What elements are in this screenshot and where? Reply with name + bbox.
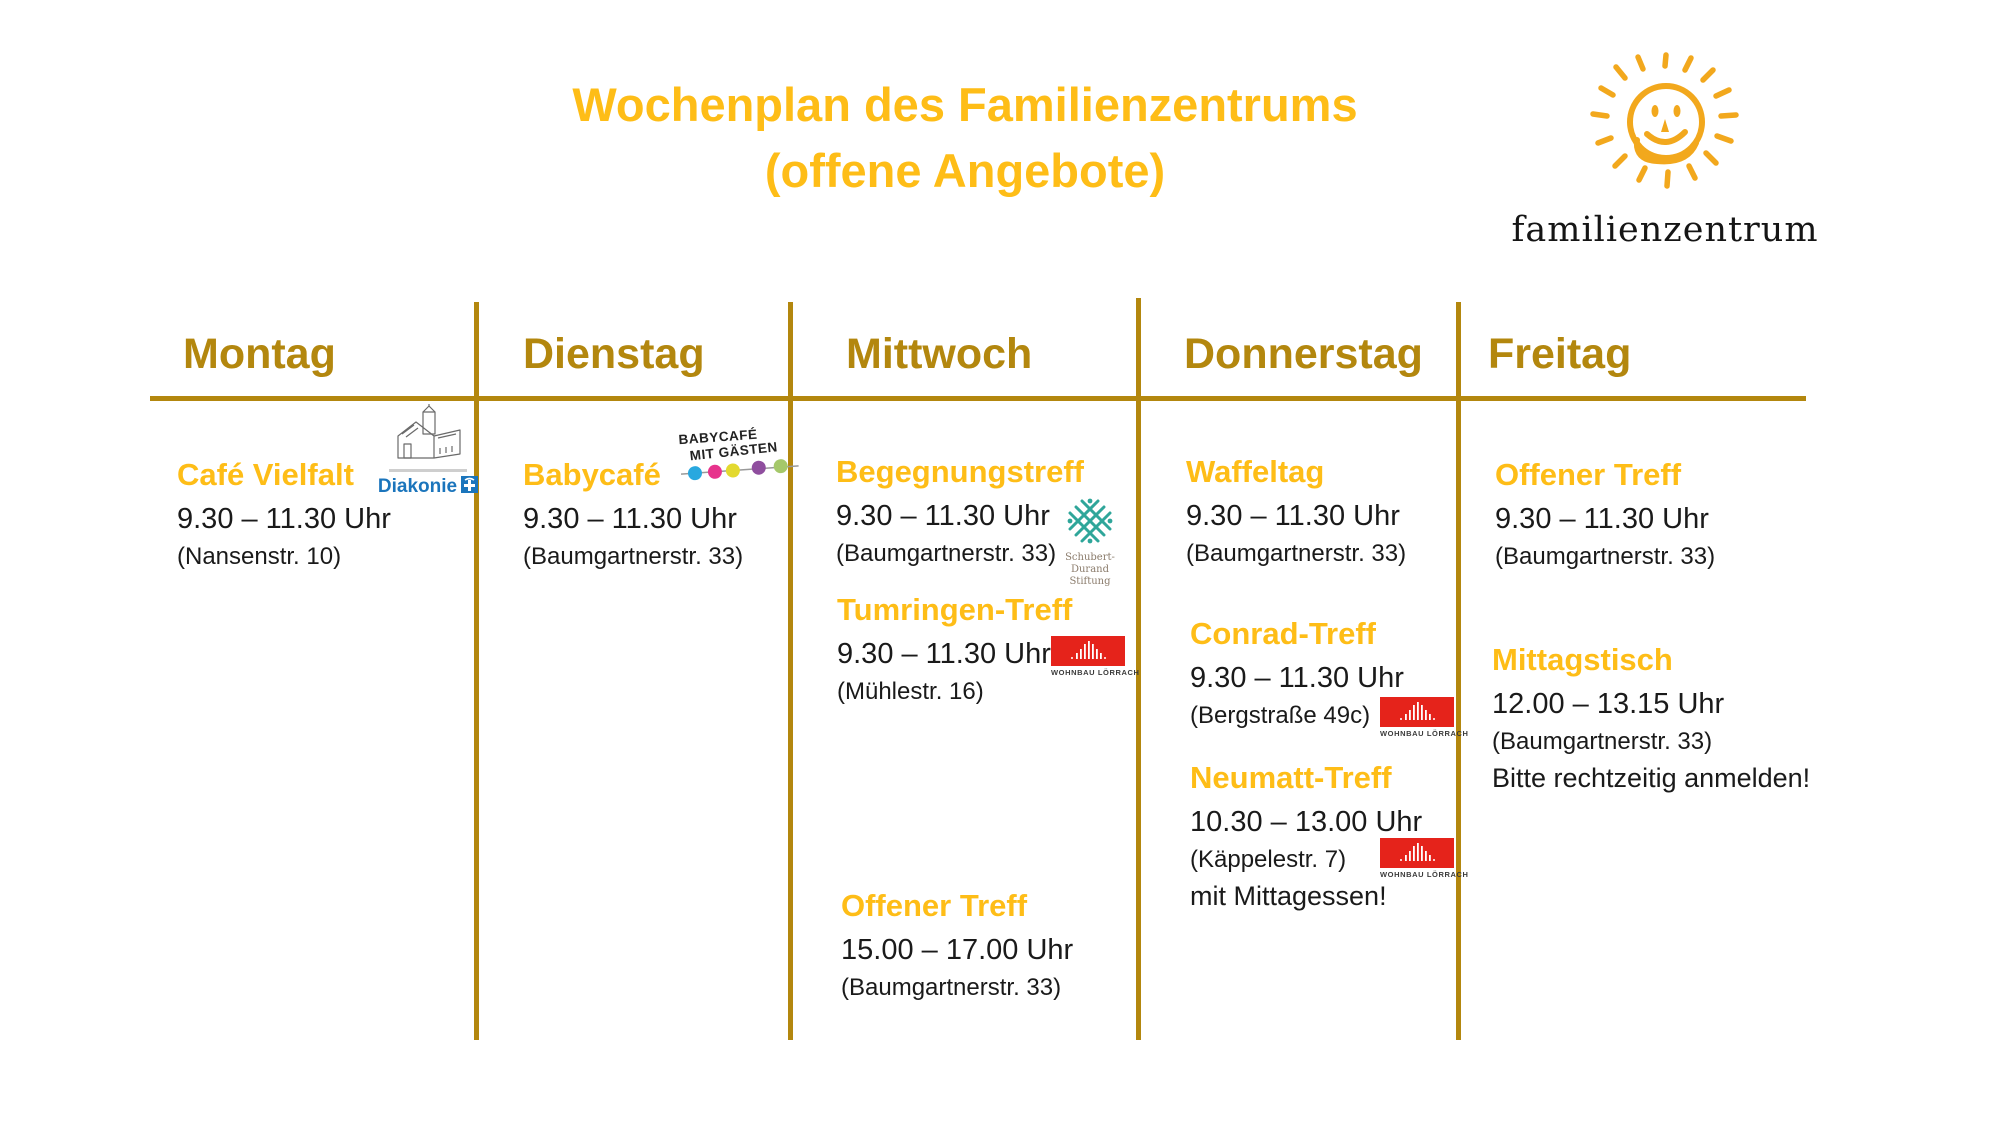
event-name: Conrad-Treff xyxy=(1190,616,1376,651)
event-location: (Käppelestr. 7) xyxy=(1190,845,1347,873)
wohnbau-skyline-icon xyxy=(1380,697,1454,727)
sun-smiley-icon xyxy=(1573,52,1758,207)
brand-wordmark: familienzentrum xyxy=(1511,210,1819,250)
babycafe-logo: BABYCAFÉ MIT GÄSTEN xyxy=(678,424,802,491)
wohnbau-skyline-icon xyxy=(1051,636,1125,666)
event-time: 15.00 – 17.00 Uhr xyxy=(841,933,1074,966)
schubert-logo-line2: Stiftung xyxy=(1069,576,1111,587)
wohnbau-wordmark: WOHNBAU LÖRRACH xyxy=(1051,668,1140,677)
event-babycafe: Babycafé 9.30 – 11.30 Uhr (Baumgartnerst… xyxy=(523,457,744,572)
event-location: (Baumgartnerstr. 33) xyxy=(523,542,744,570)
event-name: Neumatt-Treff xyxy=(1190,760,1392,795)
event-offener-treff-mittwoch: Offener Treff 15.00 – 17.00 Uhr (Baumgar… xyxy=(841,888,1074,1003)
event-time: 9.30 – 11.30 Uhr xyxy=(836,499,1050,532)
event-tumringen-treff: Tumringen-Treff 9.30 – 11.30 Uhr (Mühles… xyxy=(837,592,1073,707)
event-name: Mittagstisch xyxy=(1492,642,1673,677)
schubert-durand-logo: Schubert-Durand Stiftung xyxy=(1048,498,1132,588)
event-name: Offener Treff xyxy=(841,888,1028,923)
wohnbau-wordmark: WOHNBAU LÖRRACH xyxy=(1380,729,1469,738)
event-time: 12.00 – 13.15 Uhr xyxy=(1492,687,1725,720)
event-name: Café Vielfalt xyxy=(177,457,354,492)
event-time: 9.30 – 11.30 Uhr xyxy=(523,502,737,535)
column-divider-3 xyxy=(1136,298,1141,1040)
event-name: Waffeltag xyxy=(1186,454,1325,489)
event-neumatt-treff: Neumatt-Treff 10.30 – 13.00 Uhr (Käppele… xyxy=(1190,760,1423,914)
event-note: Bitte rechtzeitig anmelden! xyxy=(1492,762,1811,793)
page-title-line2: (offene Angebote) xyxy=(764,144,1166,197)
diakonie-caption-illegible xyxy=(389,469,467,472)
event-location: (Baumgartnerstr. 33) xyxy=(1495,542,1716,570)
wohnbau-skyline-icon xyxy=(1380,838,1454,868)
day-header-dienstag: Dienstag xyxy=(523,330,705,378)
column-divider-2 xyxy=(788,302,793,1040)
event-time: 10.30 – 13.00 Uhr xyxy=(1190,805,1423,838)
column-divider-4 xyxy=(1456,302,1461,1040)
page-title: Wochenplan des Familienzentrums (offene … xyxy=(420,72,1510,204)
diakonie-kronenkreuz-icon xyxy=(461,476,479,498)
diakonie-wordmark: Diakonie xyxy=(377,476,458,497)
column-divider-1 xyxy=(474,302,479,1040)
event-location: (Baumgartnerstr. 33) xyxy=(841,973,1062,1001)
event-location: (Mühlestr. 16) xyxy=(837,677,984,705)
event-name: Babycafé xyxy=(523,457,661,492)
event-name: Begegnungstreff xyxy=(836,454,1084,489)
schubert-knot-icon xyxy=(1067,498,1113,548)
event-time: 9.30 – 11.30 Uhr xyxy=(1190,661,1404,694)
day-header-donnerstag: Donnerstag xyxy=(1184,330,1423,378)
wohnbau-wordmark: WOHNBAU LÖRRACH xyxy=(1380,870,1469,879)
familienzentrum-logo: familienzentrum xyxy=(1505,48,1825,250)
event-location: (Baumgartnerstr. 33) xyxy=(1186,539,1407,567)
event-begegnungstreff: Begegnungstreff 9.30 – 11.30 Uhr (Baumga… xyxy=(836,454,1084,569)
event-location: (Bergstraße 49c) xyxy=(1190,701,1371,729)
event-offener-treff-freitag: Offener Treff 9.30 – 11.30 Uhr (Baumgart… xyxy=(1495,457,1716,572)
event-time: 9.30 – 11.30 Uhr xyxy=(1186,499,1400,532)
day-header-mittwoch: Mittwoch xyxy=(846,330,1033,378)
page-title-line1: Wochenplan des Familienzentrums xyxy=(572,78,1358,131)
event-cafe-vielfalt: Café Vielfalt 9.30 – 11.30 Uhr (Nansenst… xyxy=(177,457,391,572)
event-location: (Nansenstr. 10) xyxy=(177,542,342,570)
wohnbau-loerrach-logo: WOHNBAU LÖRRACH xyxy=(1051,636,1140,677)
event-conrad-treff: Conrad-Treff 9.30 – 11.30 Uhr (Bergstraß… xyxy=(1190,616,1404,731)
babycafe-dots-icon xyxy=(680,459,800,490)
day-header-freitag: Freitag xyxy=(1488,330,1632,378)
event-location: (Baumgartnerstr. 33) xyxy=(1492,727,1713,755)
event-waffeltag: Waffeltag 9.30 – 11.30 Uhr (Baumgartners… xyxy=(1186,454,1407,569)
event-time: 9.30 – 11.30 Uhr xyxy=(1495,502,1709,535)
event-time: 9.30 – 11.30 Uhr xyxy=(177,502,391,535)
church-drawing-icon xyxy=(390,402,466,466)
wohnbau-loerrach-logo: WOHNBAU LÖRRACH xyxy=(1380,697,1469,738)
event-name: Tumringen-Treff xyxy=(837,592,1073,627)
wohnbau-loerrach-logo: WOHNBAU LÖRRACH xyxy=(1380,838,1469,879)
event-note: mit Mittagessen! xyxy=(1190,880,1387,911)
diakonie-logo: Diakonie xyxy=(376,402,480,498)
day-header-montag: Montag xyxy=(183,330,336,378)
event-mittagstisch: Mittagstisch 12.00 – 13.15 Uhr (Baumgart… xyxy=(1492,642,1811,796)
event-time: 9.30 – 11.30 Uhr xyxy=(837,637,1051,670)
event-location: (Baumgartnerstr. 33) xyxy=(836,539,1057,567)
header-underline xyxy=(150,396,1806,401)
event-name: Offener Treff xyxy=(1495,457,1682,492)
schubert-logo-line1: Schubert-Durand xyxy=(1065,552,1115,575)
